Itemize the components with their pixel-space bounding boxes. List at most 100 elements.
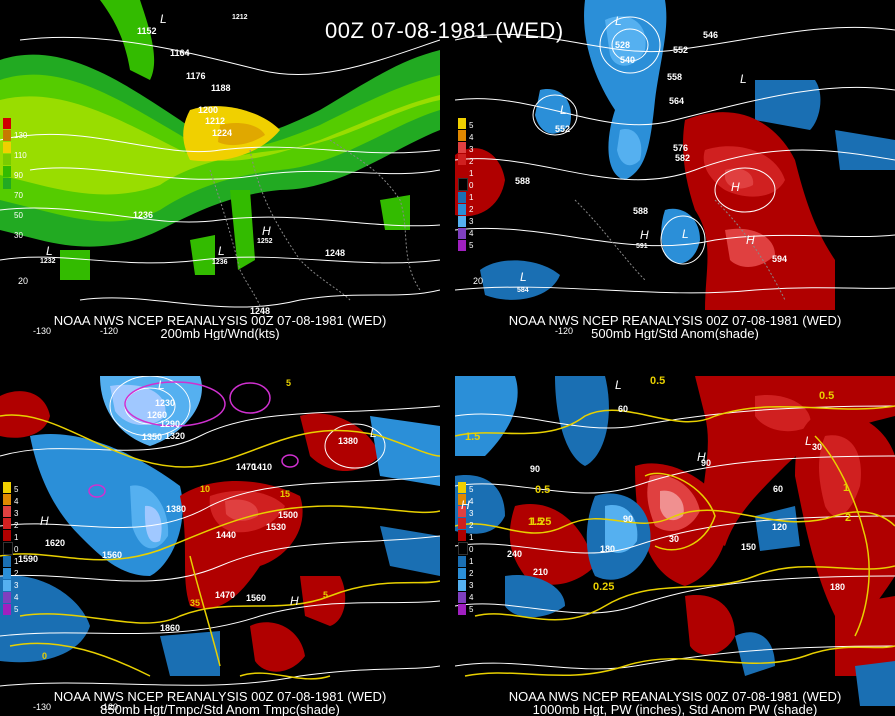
legend-label: 90 — [14, 171, 23, 180]
legend-swatch — [458, 604, 466, 615]
contour-label: 180 — [600, 544, 616, 554]
legend-label: 3 — [14, 509, 19, 518]
legend-label: 5 — [469, 605, 474, 614]
legend-label: 3 — [469, 581, 474, 590]
legend-swatch — [3, 118, 11, 129]
contour-label: 540 — [620, 55, 636, 65]
legend-swatch — [3, 556, 11, 567]
legend-label: 3 — [469, 217, 474, 226]
legend-swatch — [3, 166, 11, 177]
legend-swatch — [3, 518, 11, 529]
contour-label: 90 — [701, 458, 712, 468]
legend-label: 4 — [469, 133, 474, 142]
legend-850mb — [3, 482, 13, 616]
legend-label: 4 — [469, 229, 474, 238]
panel-caption-field: 850mb Hgt/Tmpc/Std Anom Tmpc(shade) — [100, 702, 340, 716]
legend-swatch — [3, 178, 11, 189]
contour-label: 584 — [517, 287, 529, 294]
pw-label: 1 — [843, 482, 850, 494]
contour-label: 1236 — [133, 210, 154, 220]
contour-label: 1470 — [236, 462, 257, 472]
map-1000mb — [455, 376, 895, 706]
high-pressure-center: H — [290, 594, 299, 608]
temperature-label: 5 — [323, 590, 329, 600]
legend-label: 0 — [469, 181, 474, 190]
pw-label: 0.5 — [819, 390, 835, 402]
legend-swatch — [458, 178, 468, 191]
legend-label: 5 — [469, 485, 474, 494]
contour-label: 546 — [703, 30, 719, 40]
legend-label: 4 — [469, 593, 474, 602]
panel-caption-field: 500mb Hgt/Std Anom(shade) — [591, 326, 759, 340]
contour-label: 558 — [667, 72, 683, 82]
legend-swatch — [3, 592, 11, 603]
legend-swatch — [458, 530, 466, 541]
legend-200mb — [3, 118, 13, 190]
temperature-label: 5 — [286, 378, 292, 388]
temperature-label: 35 — [190, 598, 201, 608]
longitude-tick: -120 — [555, 326, 574, 336]
temperature-label: 0 — [42, 651, 48, 661]
contour-label: 588 — [515, 176, 531, 186]
legend-swatch — [458, 592, 466, 603]
pw-label: 2 — [845, 512, 852, 524]
legend-label: 1 — [469, 193, 474, 202]
contour-label: 1248 — [250, 306, 271, 316]
panel-caption-source: NOAA NWS NCEP REANALYSIS 00Z 07-08-1981 … — [508, 313, 842, 328]
contour-label: 210 — [533, 567, 549, 577]
latitude-tick: 20 — [473, 276, 484, 286]
high-pressure-center: H — [746, 233, 755, 247]
legend-label: 2 — [469, 157, 474, 166]
legend-swatch — [3, 494, 11, 505]
legend-label: 2 — [469, 521, 474, 530]
legend-swatch — [3, 568, 11, 579]
legend-label: 130 — [14, 131, 28, 140]
panel-200mb: 130 110 90 70 50 30 1152 1164 1176 1188 1200 … — [0, 0, 440, 340]
panel-caption-field: 200mb Hgt/Wnd(kts) — [160, 326, 280, 340]
high-pressure-center: H — [461, 498, 470, 512]
contour-label: 1248 — [325, 248, 346, 258]
legend-labels-500mb: 5 4 3 2 1 0 1 2 3 4 5 — [469, 120, 473, 252]
main-title: 00Z 07-08-1981 (WED) — [325, 18, 564, 43]
legend-label: 5 — [14, 485, 19, 494]
contour-label: 1620 — [45, 538, 66, 548]
legend-swatch — [458, 518, 466, 529]
legend-label: 50 — [14, 211, 23, 220]
contour-label: 1860 — [160, 623, 181, 633]
legend-swatch — [3, 130, 11, 141]
longitude-tick: -120 — [100, 702, 119, 712]
legend-label: 1 — [469, 533, 474, 542]
legend-1000mb — [458, 482, 468, 616]
pw-label: 1.5 — [465, 431, 481, 443]
high-pressure-center: H — [40, 514, 49, 528]
contour-label: 180 — [830, 582, 846, 592]
legend-swatch — [458, 142, 466, 153]
contour-label: 1350 — [142, 432, 163, 442]
contour-label: 588 — [633, 206, 649, 216]
legend-swatch — [458, 542, 468, 555]
low-pressure-center: L — [615, 378, 622, 392]
contour-label: 1500 — [278, 510, 299, 520]
contour-label: 1176 — [186, 71, 206, 81]
legend-label: 0 — [469, 545, 474, 554]
legend-swatch — [458, 482, 466, 493]
legend-label: 30 — [14, 231, 23, 240]
contour-label: 576 — [673, 143, 689, 153]
legend-label: 2 — [469, 569, 474, 578]
contour-label: 1290 — [160, 419, 181, 429]
low-pressure-center: L — [158, 378, 165, 392]
longitude-tick: -130 — [33, 702, 52, 712]
map-850mb — [0, 376, 440, 687]
contour-label: 1560 — [246, 593, 267, 603]
legend-swatch — [458, 568, 466, 579]
contour-label: 552 — [673, 45, 689, 55]
low-pressure-center: L — [560, 103, 567, 117]
legend-label: 0 — [14, 545, 19, 554]
contour-label: 1230 — [155, 398, 176, 408]
contour-label: 528 — [615, 40, 631, 50]
contour-label: 1200 — [198, 105, 219, 115]
contour-label: 1232 — [40, 258, 56, 265]
legend-swatch — [458, 118, 466, 129]
panel-caption-source: NOAA NWS NCEP REANALYSIS 00Z 07-08-1981 … — [53, 313, 387, 328]
